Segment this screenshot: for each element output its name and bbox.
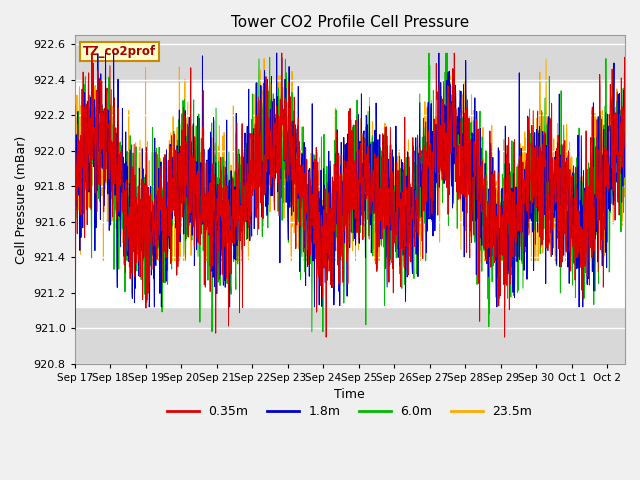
- Y-axis label: Cell Pressure (mBar): Cell Pressure (mBar): [15, 135, 28, 264]
- Bar: [75, 83, 625, 307]
- X-axis label: Time: Time: [335, 388, 365, 401]
- Title: Tower CO2 Profile Cell Pressure: Tower CO2 Profile Cell Pressure: [231, 15, 469, 30]
- Text: TZ_co2prof: TZ_co2prof: [83, 45, 156, 58]
- Legend: 0.35m, 1.8m, 6.0m, 23.5m: 0.35m, 1.8m, 6.0m, 23.5m: [163, 400, 538, 423]
